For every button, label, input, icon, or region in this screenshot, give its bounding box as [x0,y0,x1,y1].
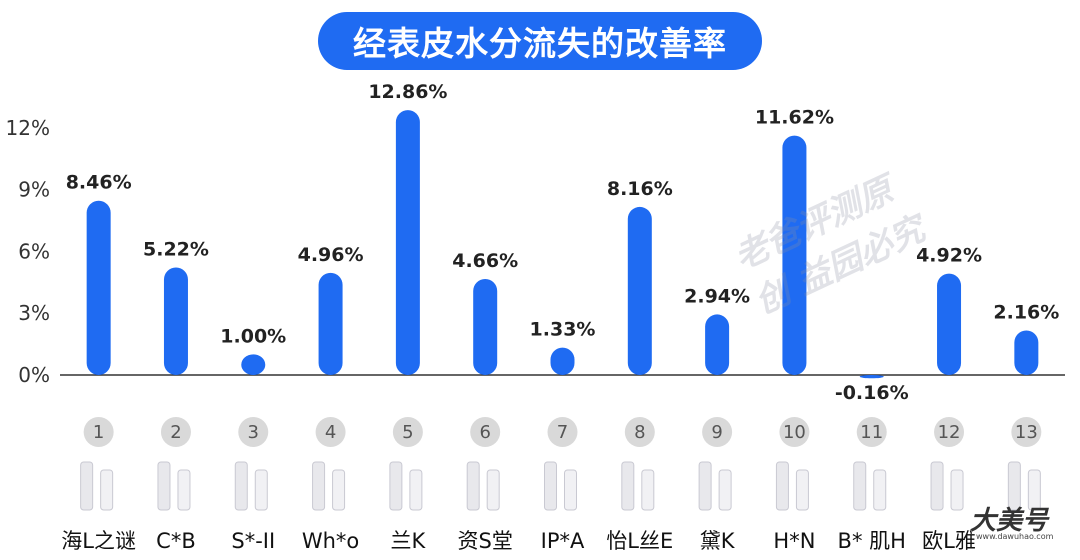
bar [550,347,575,375]
product-bottle-icon [853,461,867,511]
category-label: 海L之谜 [61,529,136,553]
index-label: 9 [711,422,722,443]
watermark-corner-url: www.dawuhao.com [976,532,1054,541]
data-label: 5.22% [143,238,209,260]
product-bottle-icon [641,469,655,511]
data-label: -0.16% [835,382,909,404]
watermark-corner: 大美号 [970,506,1049,536]
product-bottle-icon [332,469,346,511]
index-label: 7 [557,422,568,443]
index-label: 8 [634,422,645,443]
data-label: 4.92% [916,245,982,267]
bar [705,314,730,375]
data-label: 4.66% [452,250,518,272]
index-circle [624,417,655,447]
y-tick-label: 0% [18,363,50,387]
y-tick-label: 3% [18,301,50,325]
bar [318,272,343,375]
product-bottle-icon [873,469,887,511]
y-tick-label: 6% [18,239,50,263]
bar [782,135,807,375]
product-bottle-icon [80,461,94,511]
category-label: 资S堂 [458,529,513,553]
index-circle [934,417,965,447]
product-bottle-icon [621,461,635,511]
category-label: 兰K [390,529,426,553]
category-label: B* 肌H [838,529,906,553]
index-label: 10 [783,422,806,443]
category-label: S*-II [231,529,275,553]
data-label: 8.16% [607,178,673,200]
data-label: 1.33% [530,319,596,341]
index-label: 5 [402,422,413,443]
index-label: 6 [479,422,490,443]
bar [241,354,266,375]
index-label: 4 [325,422,336,443]
product-bottle-icon [177,469,191,511]
data-label: 2.16% [993,302,1059,324]
index-circle [856,417,887,447]
index-label: 2 [170,422,181,443]
product-bottle-icon [157,461,171,511]
index-label: 13 [1015,422,1038,443]
bar [1014,330,1039,375]
index-label: 3 [248,422,259,443]
index-circle [315,417,346,447]
data-label: 11.62% [755,107,834,129]
bar [163,267,188,375]
data-label: 12.86% [368,81,447,103]
category-label: Wh*o [302,529,359,553]
chart-title: 经表皮水分流失的改善率 [318,12,762,70]
product-bottle-icon [564,469,577,511]
product-bottle-icon [795,469,809,511]
product-bottle-icon [950,469,964,511]
product-bottle-icon [254,469,268,511]
product-bottle-icon [234,461,248,511]
product-bottle-icon [486,469,500,511]
product-bottle-icon [698,461,712,511]
data-label: 1.00% [220,325,286,347]
product-bottle-icon [544,461,557,511]
product-bottle-icon [312,461,326,511]
product-bottle-icon [1027,469,1041,511]
data-label: 4.96% [298,244,364,266]
product-bottle-icon [409,469,423,511]
index-circle [547,417,578,447]
index-label: 11 [860,422,883,443]
bar [86,200,111,375]
index-circle [1011,417,1042,447]
product-bottle-icon [1007,461,1021,511]
y-tick-label: 9% [18,178,50,202]
data-label: 8.46% [66,172,132,194]
category-label: 怡L丝E [606,529,673,553]
bar [627,206,652,375]
bar [937,273,962,375]
category-label: C*B [156,529,196,553]
index-label: 1 [93,422,104,443]
product-bottle-icon [930,461,944,511]
index-label: 12 [938,422,961,443]
index-circle [779,417,810,447]
product-bottle-icon [100,469,114,511]
y-tick-label: 12% [6,116,50,140]
product-bottle-icon [718,469,732,511]
category-label: 欧L雅 [922,529,976,553]
index-circle [470,417,501,447]
category-label: H*N [773,529,815,553]
index-circle [83,417,114,447]
index-circle [392,417,423,447]
category-label: 黛K [700,529,736,553]
index-circle [702,417,733,447]
data-label: 2.94% [684,285,750,307]
bar [395,110,420,376]
product-bottle-icon [466,461,480,511]
index-circle [160,417,191,447]
product-bottle-icon [389,461,403,511]
bar [473,279,498,375]
index-circle [238,417,269,447]
product-bottle-icon [775,461,789,511]
category-label: IP*A [541,529,585,553]
bar [859,375,884,379]
